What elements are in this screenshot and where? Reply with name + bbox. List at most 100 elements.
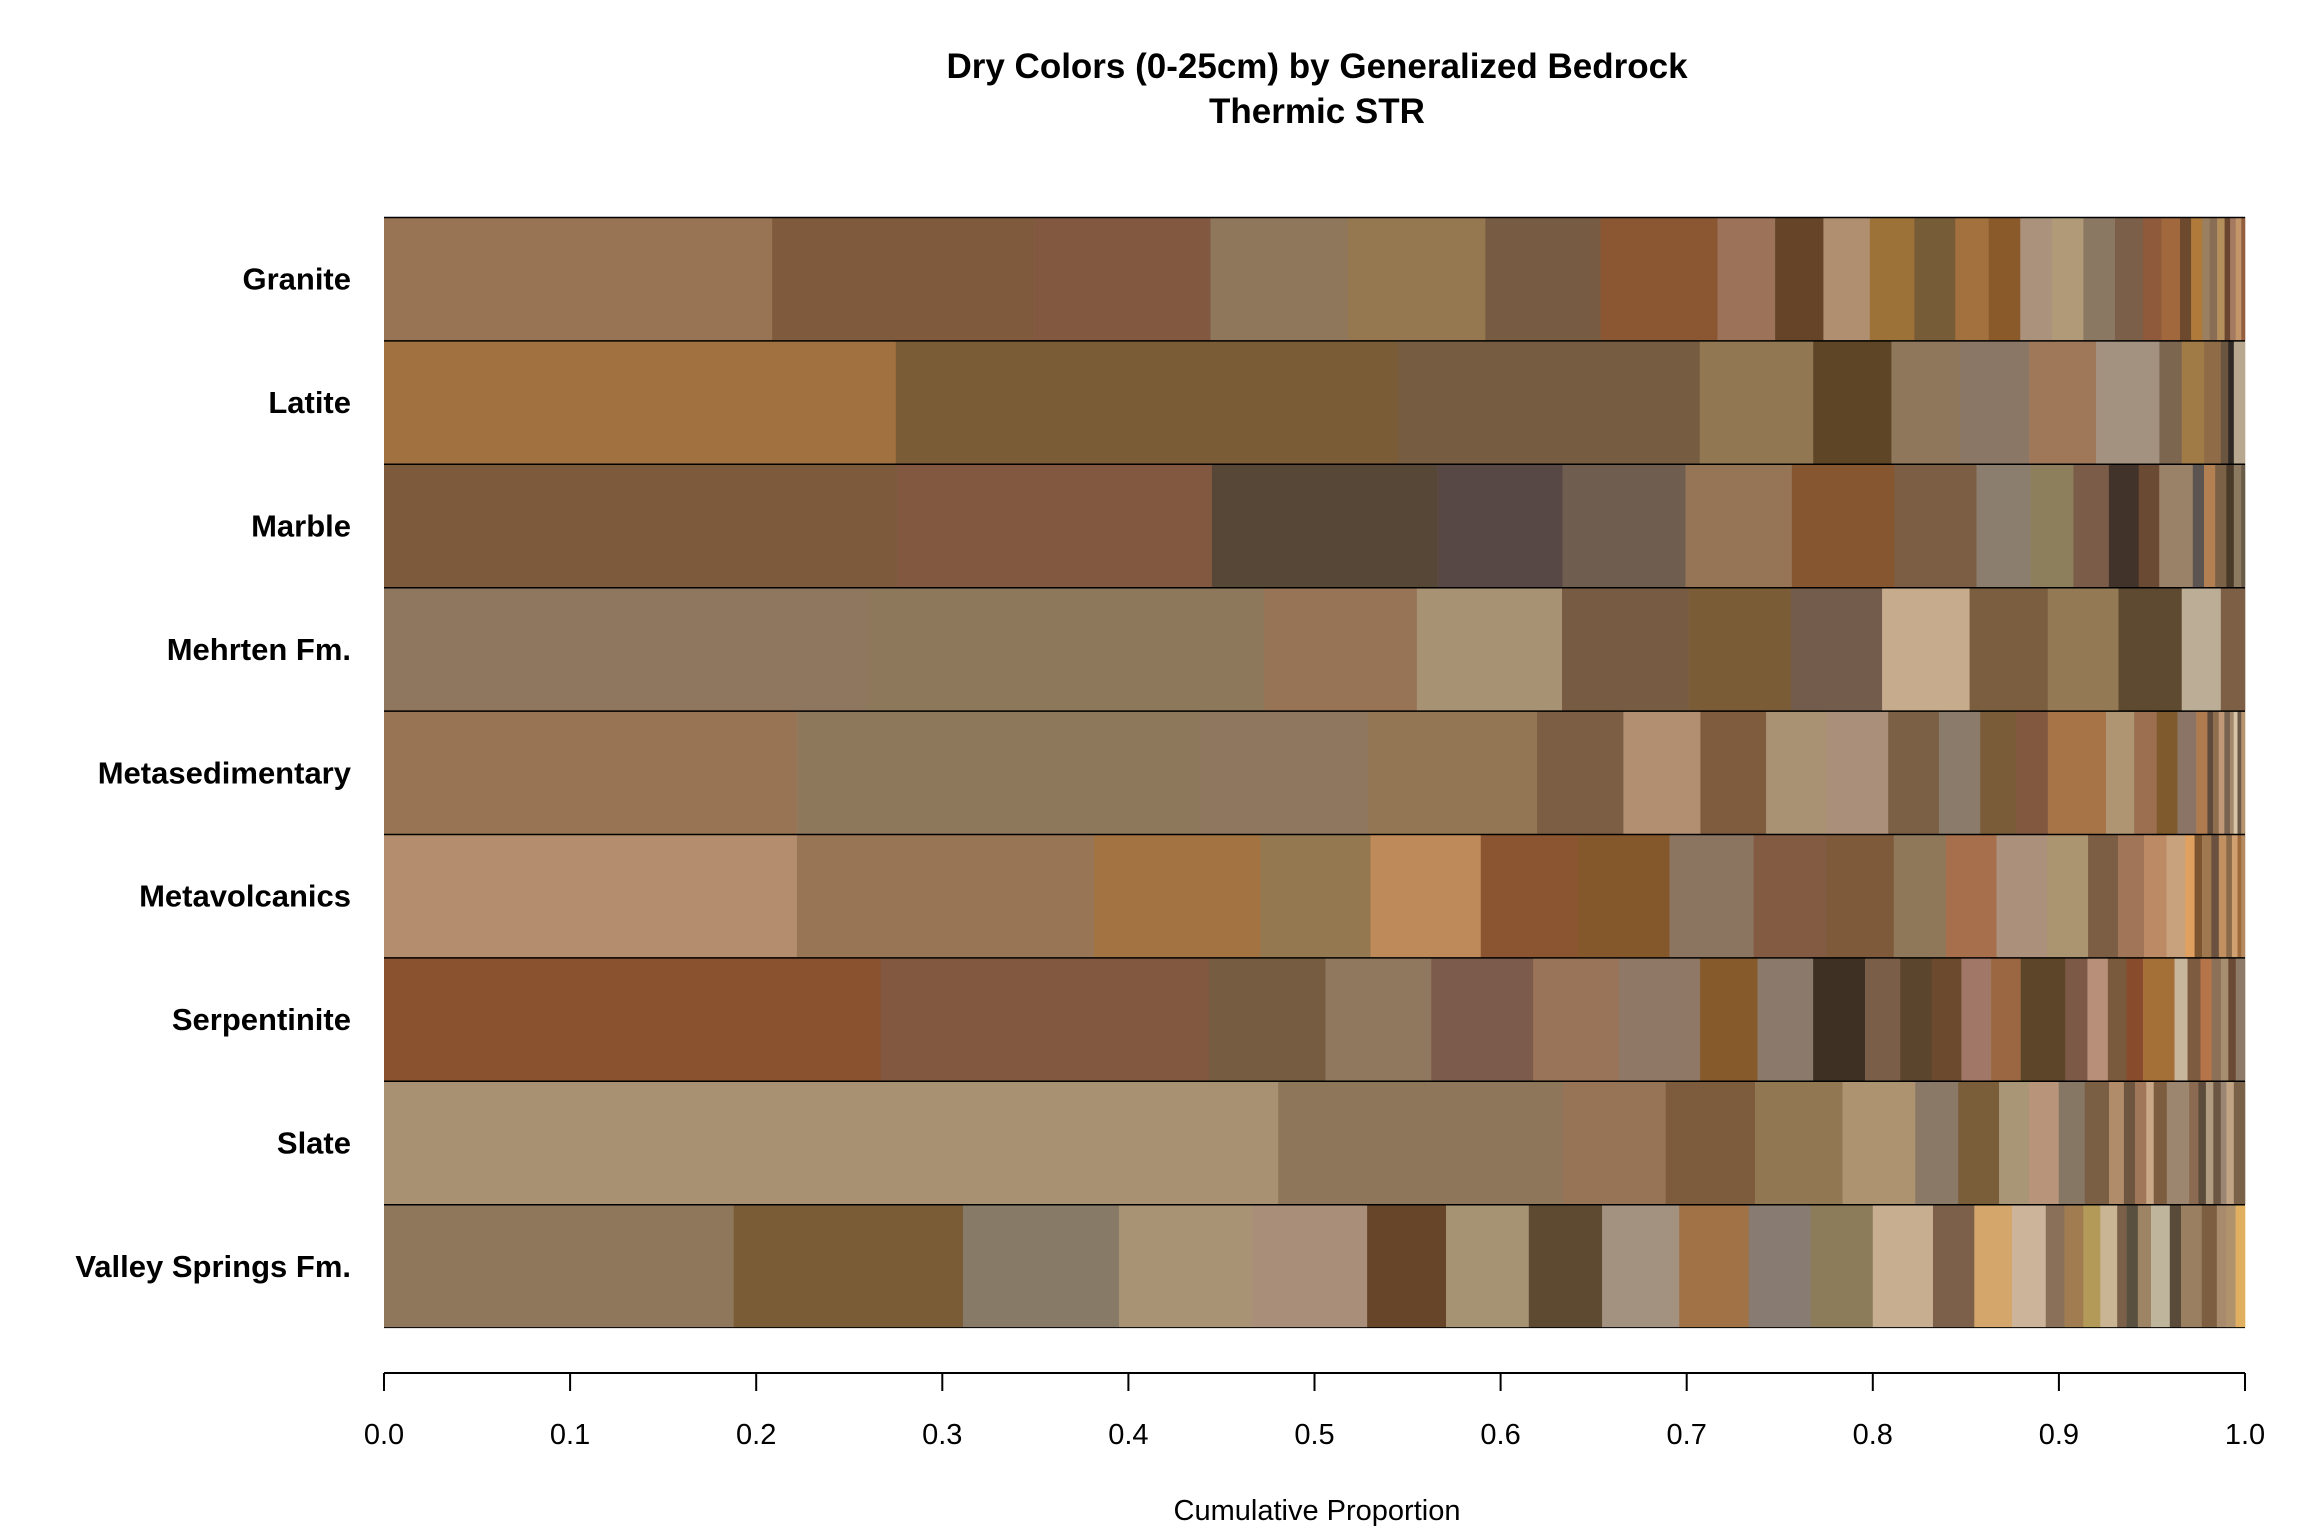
- bar-segment: [2123, 1080, 2136, 1205]
- bar-segment: [797, 710, 1202, 834]
- bar-segment: [1562, 587, 1689, 711]
- bar-segment: [2216, 1204, 2227, 1328]
- bar-segment: [2220, 1080, 2227, 1205]
- chart-title: Dry Colors (0-25cm) by Generalized Bedro…: [946, 47, 1688, 86]
- bar-segment: [1753, 834, 1827, 958]
- bar-segment: [2226, 1204, 2236, 1328]
- bar-segment: [2202, 834, 2212, 958]
- bar-segment: [2166, 834, 2186, 958]
- x-tick-label: 0.8: [1853, 1419, 1893, 1451]
- bar-segment: [1810, 1204, 1874, 1328]
- bar-segment: [2118, 587, 2183, 711]
- bar-segment: [2229, 710, 2235, 834]
- bar-segment: [2202, 217, 2211, 341]
- bar-segment: [2169, 1204, 2182, 1328]
- bar-segment: [1210, 217, 1349, 341]
- bar-segment: [1602, 1204, 1680, 1328]
- bar-segment: [895, 340, 1399, 464]
- bar-segment: [2047, 587, 2119, 711]
- bar-segment: [1685, 463, 1793, 588]
- bar-segment: [2117, 1204, 2127, 1328]
- bar-segment: [1700, 710, 1767, 834]
- bar-segment: [1600, 217, 1718, 341]
- category-label: Serpentinite: [172, 1002, 351, 1037]
- bar-segment: [2241, 710, 2246, 834]
- bar-segment: [1955, 217, 1989, 341]
- bar-segment: [2235, 1204, 2246, 1328]
- bar-segment: [2142, 217, 2162, 341]
- chart-subtitle: Thermic STR: [1209, 92, 1425, 131]
- bar-segment: [1252, 1204, 1368, 1328]
- bar-segment: [384, 1204, 734, 1328]
- bar-segment: [2201, 1204, 2218, 1328]
- bar-segment: [2230, 217, 2237, 341]
- bar-segment: [2084, 1080, 2110, 1205]
- bar-segment: [2047, 710, 2107, 834]
- bar-segment: [1119, 1204, 1253, 1328]
- bar-segment: [1791, 463, 1895, 588]
- bar-segment: [2233, 463, 2242, 588]
- bar-segment: [1813, 957, 1866, 1081]
- x-tick-label: 0.6: [1480, 1419, 1520, 1451]
- bar-segment: [896, 463, 1213, 588]
- bar-segment: [2207, 710, 2214, 834]
- bar-segment: [1437, 463, 1563, 588]
- bar-segment: [1882, 587, 1970, 711]
- bar-segment: [2237, 834, 2242, 958]
- bar-segment: [2088, 834, 2119, 958]
- bar-segment: [2218, 834, 2227, 958]
- bar-segment: [2235, 957, 2246, 1081]
- bar-segment: [384, 834, 798, 958]
- bar-segment: [2073, 463, 2110, 588]
- bar-segment: [2181, 340, 2205, 464]
- bar-segment: [2217, 217, 2225, 341]
- bar-segment: [2181, 1204, 2203, 1328]
- bar-segment: [1932, 1204, 1975, 1328]
- bar-segment: [1988, 217, 2021, 341]
- bar-segment: [2146, 1080, 2155, 1205]
- bar-segment: [1915, 1080, 1959, 1205]
- bar-segment: [1826, 834, 1895, 958]
- bar-segment: [1755, 1080, 1843, 1205]
- bar-segment: [1537, 710, 1624, 834]
- bar-segment: [1888, 710, 1940, 834]
- bar-segment: [1264, 587, 1418, 711]
- bar-segment: [1347, 217, 1486, 341]
- bar-segment: [1748, 1204, 1812, 1328]
- bar-segment: [2228, 340, 2235, 464]
- bar-segment: [2213, 710, 2220, 834]
- bar-segment: [2215, 463, 2227, 588]
- x-tick-label: 0.2: [736, 1419, 776, 1451]
- bar-segment: [1914, 217, 1956, 341]
- bar-segment: [2237, 710, 2242, 834]
- bar-segment: [1700, 957, 1758, 1081]
- bar-segment: [2143, 957, 2175, 1081]
- bar-segment: [880, 957, 1210, 1081]
- x-tick-label: 1.0: [2225, 1419, 2265, 1451]
- bar-segment: [2226, 834, 2233, 958]
- bar-segment: [1946, 834, 1997, 958]
- bar-segment: [2233, 710, 2238, 834]
- bar-segment: [1533, 957, 1619, 1081]
- bar-segment: [2220, 957, 2229, 1081]
- bar-segment: [1208, 957, 1326, 1081]
- bar-segment: [2226, 463, 2235, 588]
- bar-segment: [2151, 1204, 2171, 1328]
- bar-segment: [865, 587, 1265, 711]
- bar-segment: [1416, 587, 1563, 711]
- x-axis-title: Cumulative Proportion: [1174, 1495, 1461, 1527]
- bar-segment: [2096, 340, 2160, 464]
- bar-segment: [1368, 710, 1538, 834]
- bar-segment: [2087, 957, 2109, 1081]
- bar-segment: [1931, 957, 1962, 1081]
- bar-segment: [2220, 340, 2229, 464]
- bar-segment: [1480, 834, 1579, 958]
- category-label: Granite: [242, 262, 351, 297]
- bar-segment: [1398, 340, 1701, 464]
- category-label: Metasedimentary: [98, 755, 352, 790]
- bar-segment: [2235, 217, 2242, 341]
- bar-segment: [2045, 1204, 2065, 1328]
- bar-segment: [2156, 710, 2178, 834]
- bar-segment: [2109, 1080, 2125, 1205]
- bar-segment: [2196, 710, 2208, 834]
